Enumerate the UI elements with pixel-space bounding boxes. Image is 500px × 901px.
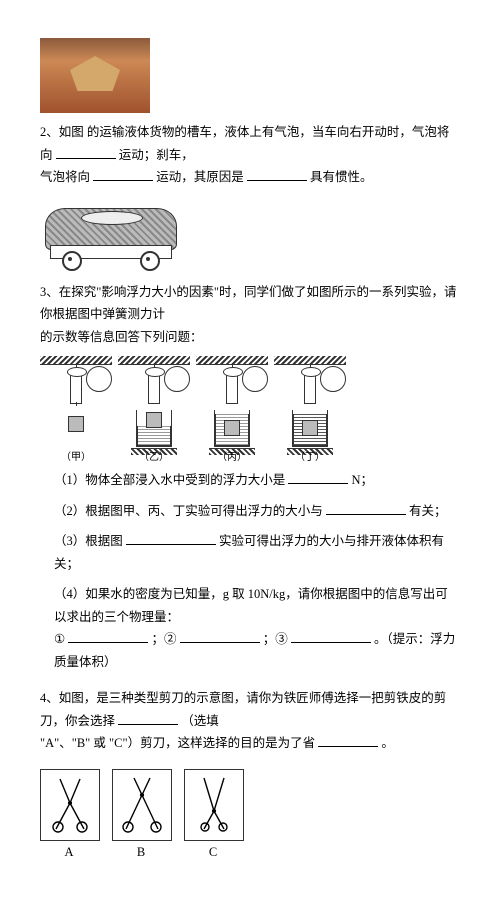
mars-lander-image <box>40 38 460 113</box>
q3-sub2-a: （2）根据图甲、丙、丁实验可得出浮力的大小与 <box>54 504 323 518</box>
q3-sub2-blank <box>326 500 406 515</box>
q3-sub4-3: ；③ <box>263 628 288 651</box>
q2-text-c: 气泡将向 <box>40 170 90 184</box>
q3-intro-a: 3、在探究"影响浮力大小的因素"时，同学们做了如图所示的一系列实验，请你根据图中… <box>40 285 456 322</box>
q4-text-b: （选填 <box>181 714 219 728</box>
scissors-c-label: C <box>184 841 242 864</box>
q2-text-e: 具有惯性。 <box>310 170 373 184</box>
q2-text-d: 运动，其原因是 <box>156 170 244 184</box>
q3-sub4-text: （4）如果水的密度为已知量，g 取 10N/kg，请你根据图中的信息写出可以求出… <box>54 587 448 624</box>
reading-yi <box>164 366 190 392</box>
q4-blank1 <box>118 710 178 725</box>
q2-blank-2 <box>93 166 153 181</box>
spring-experiments-figure: （甲） （乙） （丙） （丁） <box>40 356 460 461</box>
q3-sub1-a: （1）物体全部浸入水中受到的浮力大小是 <box>54 473 285 487</box>
reading-bing <box>242 366 268 392</box>
question-4: 4、如图，是三种类型剪刀的示意图，请你为铁匠师傅选择一把剪铁皮的剪刀，你会选择 … <box>40 687 460 755</box>
q4-blank2 <box>318 732 378 747</box>
q3-sub4-blank3 <box>291 628 371 643</box>
q3-sub1-blank <box>288 469 348 484</box>
exp-jia: （甲） <box>40 356 112 461</box>
label-ding: （丁） <box>274 449 346 467</box>
label-yi: （乙） <box>118 449 190 467</box>
scissors-b: B <box>112 769 170 864</box>
label-bing: （丙） <box>196 449 268 467</box>
scissors-b-label: B <box>112 841 170 864</box>
q3-sub4: （4）如果水的密度为已知量，g 取 10N/kg，请你根据图中的信息写出可以求出… <box>54 583 460 673</box>
q3-sub4-blank2 <box>180 628 260 643</box>
q3-sub2-b: 有关； <box>409 504 447 518</box>
q4-text-c: "A"、"B" 或 "C"）剪刀，这样选择的目的是为了省 <box>40 736 315 750</box>
reading-ding <box>320 366 346 392</box>
q3-sub3-a: （3）根据图 <box>54 534 123 548</box>
exp-yi: （乙） <box>118 356 190 461</box>
q3-sub3-blank <box>126 530 216 545</box>
tanker-figure <box>40 203 460 273</box>
q3-sub1-b: N； <box>352 473 374 487</box>
q2-blank-3 <box>247 166 307 181</box>
q3-sub4-2: ；② <box>151 628 176 651</box>
exp-bing: （丙） <box>196 356 268 461</box>
reading-jia <box>86 366 112 392</box>
q2-text-b: 运动；刹车， <box>119 148 194 162</box>
q4-text-a: 4、如图，是三种类型剪刀的示意图，请你为铁匠师傅选择一把剪铁皮的剪刀，你会选择 <box>40 691 446 728</box>
scissors-a-label: A <box>40 841 98 864</box>
q3-sub1: （1）物体全部浸入水中受到的浮力大小是 N； <box>54 469 460 492</box>
scissors-a: A <box>40 769 98 864</box>
question-2: 2、如图 的运输液体货物的槽车，液体上有气泡，当车向右开动时，气泡将向 运动；刹… <box>40 121 460 189</box>
q3-sub2: （2）根据图甲、丙、丁实验可得出浮力的大小与 有关； <box>54 500 460 523</box>
scissors-c: C <box>184 769 242 864</box>
label-jia: （甲） <box>40 449 112 467</box>
q4-text-d: 。 <box>381 736 394 750</box>
q3-sub4-blank1 <box>68 628 148 643</box>
q3-sub3: （3）根据图 实验可得出浮力的大小与排开液体体积有关； <box>54 530 460 575</box>
scissors-figure: A B C <box>40 769 460 864</box>
q3-sub4-1: ① <box>54 628 65 651</box>
q2-blank-1 <box>56 144 116 159</box>
q3-intro-b: 的示数等信息回答下列问题： <box>40 330 203 344</box>
exp-ding: （丁） <box>274 356 346 461</box>
question-3: 3、在探究"影响浮力大小的因素"时，同学们做了如图所示的一系列实验，请你根据图中… <box>40 281 460 674</box>
